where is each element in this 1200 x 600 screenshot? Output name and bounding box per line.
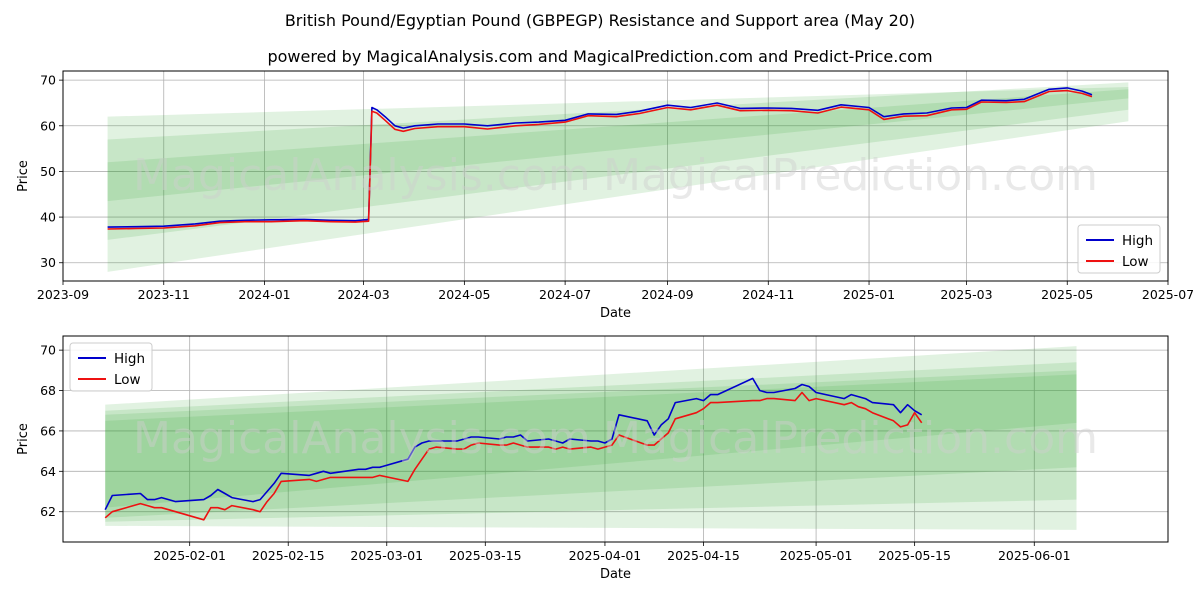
y-axis-label: Price	[16, 160, 31, 192]
legend-label-low: Low	[1122, 254, 1149, 270]
x-tick-label: 2025-03	[940, 287, 992, 302]
x-tick-label: 2025-04-15	[667, 548, 740, 563]
legend-label-low: Low	[114, 372, 141, 388]
x-tick-label: 2025-05	[1041, 287, 1093, 302]
watermark-prediction: MagicalPrediction.com	[603, 150, 1098, 201]
y-tick-label: 68	[40, 383, 56, 398]
watermark-prediction: MagicalPrediction.com	[603, 413, 1098, 464]
plot-area	[104, 346, 1077, 530]
x-axis-label: Date	[600, 567, 631, 582]
x-axis-label: Date	[600, 306, 631, 321]
x-tick-label: 2025-03-15	[449, 548, 522, 563]
chart-title: British Pound/Egyptian Pound (GBPEGP) Re…	[285, 11, 915, 30]
plot-area	[107, 82, 1129, 272]
x-tick-label: 2024-07	[539, 287, 591, 302]
chart-panel-1: MagicalAnalysis.com MagicalPrediction.com…	[16, 70, 1194, 321]
y-tick-label: 60	[40, 118, 56, 133]
prediction-band-3	[107, 89, 1129, 272]
legend-label-high: High	[1122, 233, 1153, 249]
x-tick-label: 2024-05	[438, 287, 490, 302]
x-tick-label: 2025-01	[843, 287, 895, 302]
plot-frame	[62, 70, 1169, 282]
plot-frame	[62, 335, 1169, 543]
prediction-band-1	[105, 346, 1077, 530]
y-tick-label: 62	[40, 504, 56, 519]
legend: High Low	[1077, 224, 1161, 274]
x-tick-label: 2023-09	[37, 287, 89, 302]
watermark-analysis: MagicalAnalysis.com	[133, 413, 591, 464]
x-tick-label: 2025-02-01	[153, 548, 226, 563]
y-tick-label: 70	[40, 73, 56, 88]
y-axis-label: Price	[16, 423, 31, 455]
x-tick-label: 2025-06-01	[998, 548, 1071, 563]
prediction-band-2	[107, 82, 1129, 240]
y-tick-label: 64	[40, 464, 56, 479]
series-line-high	[104, 377, 923, 511]
x-tick-label: 2025-05-01	[780, 548, 853, 563]
prediction-band-3	[105, 370, 1077, 518]
legend-label-high: High	[114, 351, 145, 367]
chart-panel-2: MagicalAnalysis.com MagicalPrediction.com…	[16, 335, 1169, 582]
series-line-high	[107, 87, 1093, 228]
x-tick-label: 2024-03	[337, 287, 389, 302]
x-tick-label: 2025-02-15	[252, 548, 325, 563]
x-tick-label: 2025-05-15	[878, 548, 951, 563]
x-tick-label: 2025-07	[1142, 287, 1194, 302]
y-tick-label: 40	[40, 210, 56, 225]
x-tick-label: 2024-01	[238, 287, 290, 302]
x-tick-label: 2024-09	[641, 287, 693, 302]
y-tick-label: 66	[40, 423, 56, 438]
chart-subtitle: powered by MagicalAnalysis.com and Magic…	[267, 47, 932, 66]
x-tick-label: 2023-11	[138, 287, 190, 302]
x-tick-label: 2025-03-01	[350, 548, 423, 563]
series-line-low	[104, 391, 923, 521]
watermark-analysis: MagicalAnalysis.com	[133, 150, 591, 201]
legend: High Low	[69, 342, 153, 392]
y-tick-label: 70	[40, 343, 56, 358]
y-tick-label: 30	[40, 255, 56, 270]
y-tick-label: 50	[40, 164, 56, 179]
series-line-low	[107, 89, 1093, 230]
x-tick-label: 2024-11	[742, 287, 794, 302]
prediction-band-1	[107, 86, 1129, 202]
x-tick-label: 2025-04-01	[569, 548, 642, 563]
